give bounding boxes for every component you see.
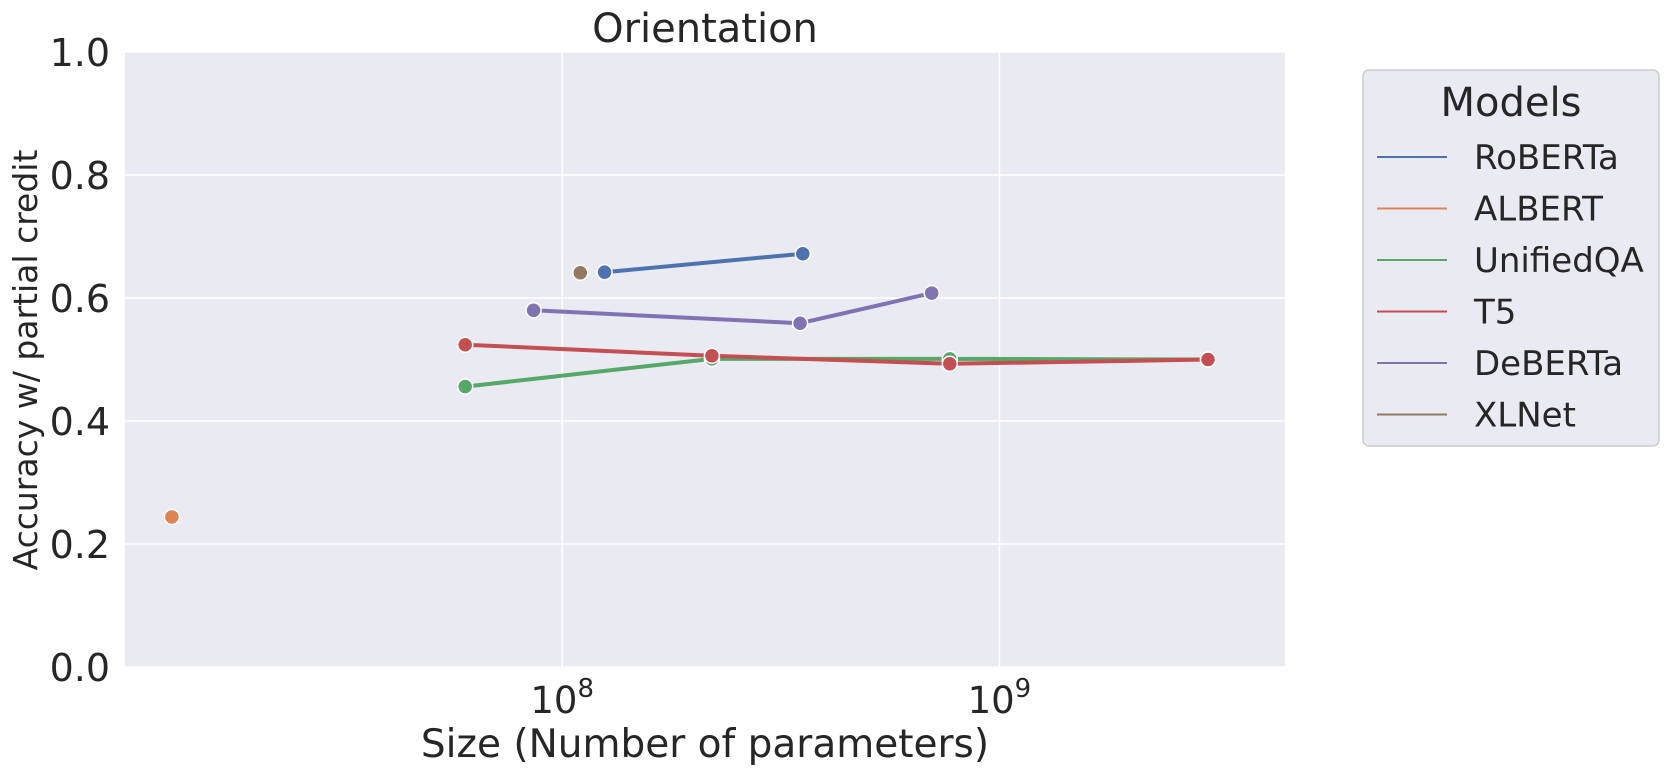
legend-label-xlnet: XLNet bbox=[1474, 396, 1576, 436]
data-point-roberta bbox=[596, 263, 613, 281]
y-tick-label: 0.0 bbox=[50, 646, 110, 690]
y-tick-label: 0.4 bbox=[50, 400, 110, 444]
legend-label-albert: ALBERT bbox=[1474, 190, 1603, 230]
legend: Models RoBERTa ALBERT UnifiedQA T5 DeBERTa XL… bbox=[1362, 69, 1660, 447]
chart-title: Orientation bbox=[592, 6, 818, 52]
legend-label-t5: T5 bbox=[1473, 293, 1516, 333]
y-tick-labels: 0.0 0.2 0.4 0.6 0.8 1.0 bbox=[50, 31, 110, 690]
grid-lines bbox=[125, 51, 1285, 668]
legend-label-deberta: DeBERTa bbox=[1474, 344, 1623, 384]
y-axis-label: Accuracy w/ partial credit bbox=[6, 150, 45, 571]
legend-items: RoBERTa ALBERT UnifiedQA T5 DeBERTa XLNet bbox=[1377, 138, 1644, 436]
legend-label-unifiedqa: UnifiedQA bbox=[1474, 241, 1644, 281]
data-point-t5 bbox=[456, 336, 474, 353]
x-tick-label: 109 bbox=[968, 674, 1032, 722]
data-point-xlnet bbox=[572, 264, 589, 282]
x-tick-labels: 108 109 bbox=[530, 674, 1031, 722]
x-tick-label: 108 bbox=[530, 674, 594, 722]
data-point-t5 bbox=[941, 355, 959, 373]
series-line-t5 bbox=[465, 342, 1209, 366]
y-tick-label: 1.0 bbox=[50, 31, 110, 75]
data-point-deberta bbox=[791, 314, 809, 332]
data-point-deberta bbox=[525, 302, 542, 319]
data-point-albert bbox=[163, 508, 181, 526]
y-tick-label: 0.2 bbox=[50, 523, 110, 567]
data-point-roberta bbox=[794, 245, 812, 262]
data-point-t5 bbox=[1199, 351, 1217, 368]
y-tick-label: 0.6 bbox=[50, 277, 110, 321]
series-line-roberta bbox=[604, 251, 803, 275]
y-tick-label: 0.8 bbox=[50, 154, 110, 198]
legend-title: Models bbox=[1441, 80, 1582, 126]
series-points bbox=[163, 245, 1217, 526]
x-axis-label: Size (Number of parameters) bbox=[421, 722, 989, 767]
data-point-deberta bbox=[923, 284, 940, 302]
legend-label-roberta: RoBERTa bbox=[1474, 138, 1619, 178]
data-point-t5 bbox=[703, 347, 721, 365]
data-point-unifiedqa bbox=[456, 378, 474, 395]
legend-box bbox=[1362, 69, 1660, 447]
